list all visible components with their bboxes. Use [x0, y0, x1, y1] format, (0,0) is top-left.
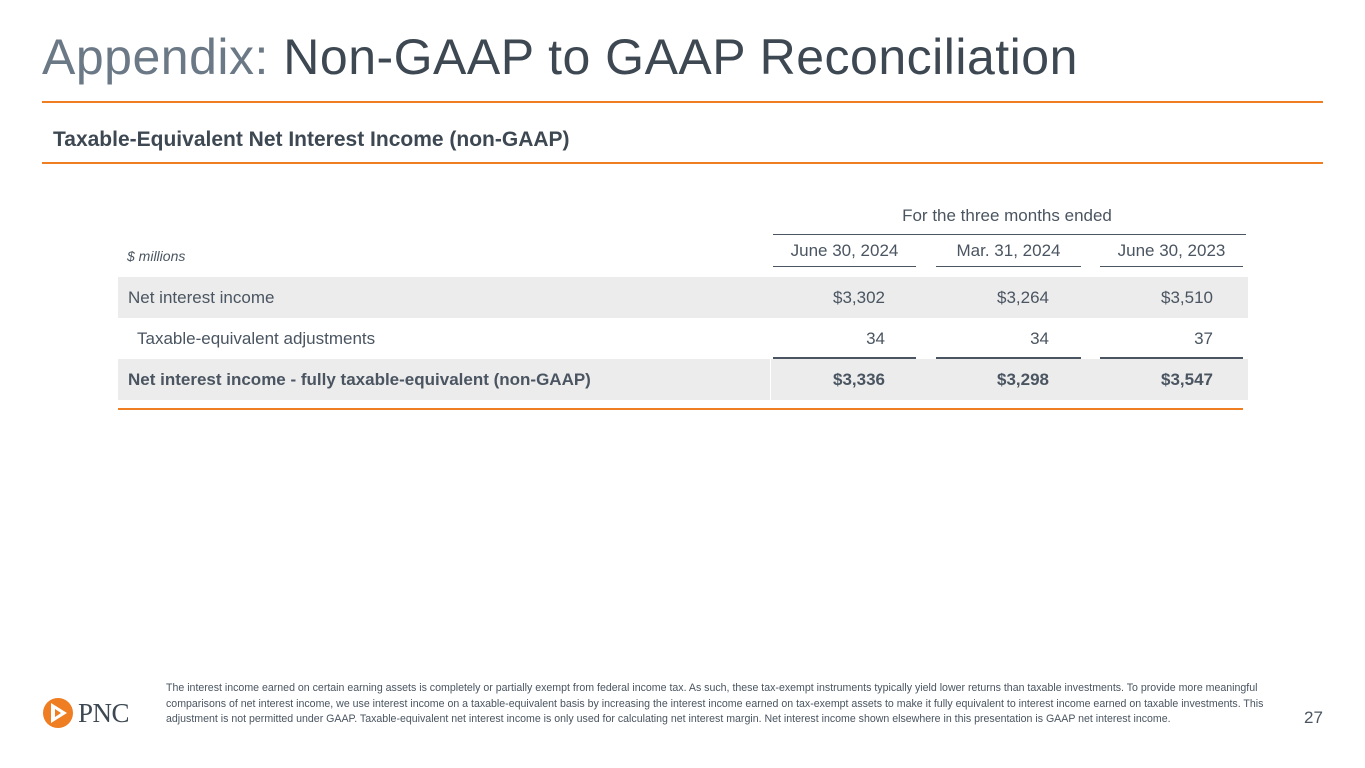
title-divider [42, 101, 1323, 103]
table-row: Taxable-equivalent adjustments 34 34 37 [118, 318, 1248, 359]
column-header: June 30, 2024 [773, 241, 916, 267]
row-value: $3,264 [997, 288, 1049, 307]
row-value: $3,336 [833, 370, 885, 389]
title-prefix: Appendix: [42, 29, 284, 85]
column-header: June 30, 2023 [1100, 241, 1243, 267]
section-subtitle: Taxable-Equivalent Net Interest Income (… [53, 128, 570, 151]
pnc-logo: PNC [42, 697, 130, 729]
table-row: Net interest income $3,302 $3,264 $3,510 [118, 277, 1248, 318]
row-value: 37 [1194, 329, 1213, 348]
pnc-triangle-icon [43, 698, 73, 728]
page-number: 27 [1304, 708, 1323, 727]
row-value: $3,298 [997, 370, 1049, 389]
row-value: $3,302 [833, 288, 885, 307]
row-value: 34 [1030, 329, 1049, 348]
column-header: Mar. 31, 2024 [936, 241, 1081, 267]
table-row-total: Net interest income - fully taxable-equi… [118, 359, 1248, 400]
row-value: $3,510 [1161, 288, 1213, 307]
row-label: Net interest income - fully taxable-equi… [128, 370, 591, 389]
table-bottom-rule [118, 408, 1243, 410]
row-label: Taxable-equivalent adjustments [137, 329, 376, 348]
footnote: The interest income earned on certain ea… [166, 682, 1264, 725]
subtotal-underline [773, 357, 916, 359]
group-header: For the three months ended [902, 206, 1112, 225]
row-value: 34 [866, 329, 885, 348]
subtotal-underline [936, 357, 1081, 359]
group-header-line [773, 234, 1246, 235]
logo-wordmark: PNC [78, 697, 130, 728]
subtotal-underline [1100, 357, 1243, 359]
page-title: Appendix: Non-GAAP to GAAP Reconciliatio… [42, 28, 1078, 86]
row-value: $3,547 [1161, 370, 1213, 389]
subtitle-divider [42, 162, 1323, 164]
row-label: Net interest income [128, 288, 275, 307]
units-label: $ millions [127, 248, 186, 264]
title-main: Non-GAAP to GAAP Reconciliation [283, 29, 1078, 85]
